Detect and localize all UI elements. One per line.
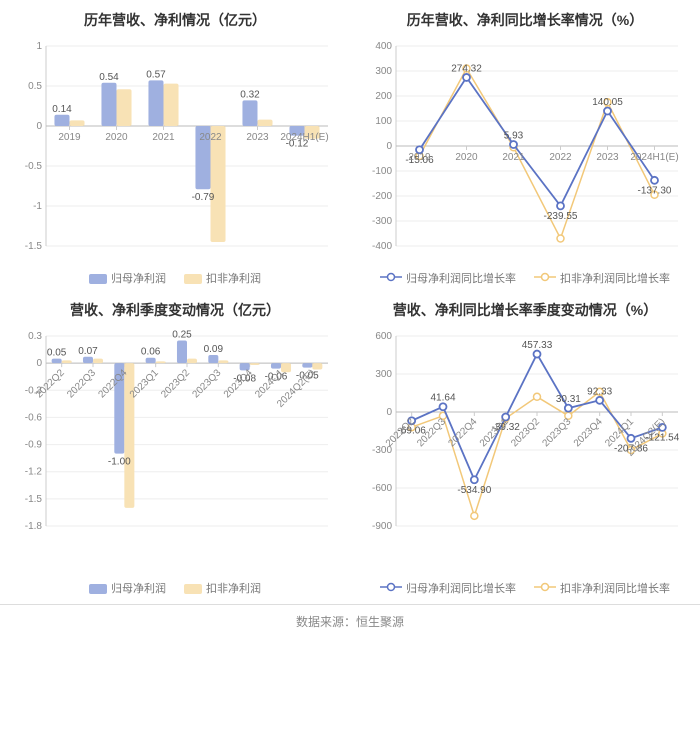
panel-c2: 历年营收、净利同比增长率情况（%） -400 -300 -200 -100 0 100 20… [350,0,700,290]
svg-text:-0.9: -0.9 [25,440,43,451]
svg-text:-1.2: -1.2 [25,467,43,478]
svg-text:-1.5: -1.5 [25,494,43,505]
svg-text:0: 0 [36,358,42,369]
svg-text:-100: -100 [372,166,392,177]
data-source-footer: 数据来源：恒生聚源 [0,604,700,642]
svg-text:0.32: 0.32 [240,89,260,100]
chart-title: 历年营收、净利同比增长率情况（%） [358,10,692,30]
svg-text:457.33: 457.33 [522,340,553,351]
panel-c4: 营收、净利同比增长率季度变动情况（%） -900-600-3000300600-… [350,290,700,600]
legend-item-s1: 归母净利润同比增长率 [380,270,516,286]
legend-bar: 归母净利润 扣非净利润 [8,270,342,286]
svg-text:-0.6: -0.6 [25,412,43,423]
svg-text:0.54: 0.54 [99,72,119,83]
svg-text:0: 0 [36,121,42,132]
svg-text:0.14: 0.14 [52,104,72,115]
svg-text:2020: 2020 [105,132,128,143]
svg-text:2024H1(E): 2024H1(E) [280,132,328,143]
svg-text:-239.55: -239.55 [544,211,578,222]
svg-text:-900: -900 [372,521,392,532]
svg-text:-0.79: -0.79 [192,192,215,203]
chart-title: 营收、净利同比增长率季度变动情况（%） [358,300,692,320]
legend-line: 归母净利润同比增长率 扣非净利润同比增长率 [358,270,692,286]
svg-text:2024H1(E): 2024H1(E) [630,152,678,163]
svg-text:2022: 2022 [199,132,222,143]
svg-text:30.31: 30.31 [556,394,581,405]
svg-text:0.3: 0.3 [28,331,42,342]
svg-text:41.64: 41.64 [430,393,455,404]
svg-text:300: 300 [375,369,392,380]
svg-text:2023Q4: 2023Q4 [572,416,605,449]
svg-text:2021: 2021 [152,132,175,143]
svg-text:2022Q4: 2022Q4 [447,416,480,449]
panel-c3: 营收、净利季度变动情况（亿元） -1.8-1.5-1.2-0.9-0.6-0.3… [0,290,350,600]
svg-text:0.07: 0.07 [78,346,98,357]
svg-text:-534.90: -534.90 [457,485,491,496]
svg-text:2023: 2023 [596,152,619,163]
svg-text:2023: 2023 [246,132,269,143]
legend-line: 归母净利润同比增长率 扣非净利润同比增长率 [358,580,692,596]
svg-text:0: 0 [386,407,392,418]
svg-text:2023Q3: 2023Q3 [541,416,574,449]
svg-text:-400: -400 [372,241,392,252]
svg-text:2019: 2019 [408,152,431,163]
svg-text:140.05: 140.05 [592,97,623,108]
svg-text:400: 400 [375,41,392,52]
legend-item-s1: 归母净利润同比增长率 [380,580,516,596]
svg-text:2020: 2020 [455,152,478,163]
svg-text:-0.5: -0.5 [25,161,43,172]
line-chart-annual: -400-300-200-1000100200300400-15.06274.3… [358,36,692,266]
bar-chart-annual: -1.5-1-0.500.510.140.540.57-0.790.32-0.1… [8,36,342,266]
svg-text:5.93: 5.93 [504,131,524,142]
svg-text:2019: 2019 [58,132,81,143]
chart-title: 营收、净利季度变动情况（亿元） [8,300,342,320]
svg-text:0.09: 0.09 [204,344,224,355]
svg-text:0.06: 0.06 [141,347,161,358]
svg-text:0.5: 0.5 [28,81,42,92]
svg-text:-200: -200 [372,191,392,202]
svg-text:-1.00: -1.00 [108,457,131,468]
svg-text:-1.8: -1.8 [25,521,43,532]
chart-title: 历年营收、净利情况（亿元） [8,10,342,30]
svg-text:0.57: 0.57 [146,69,166,80]
svg-text:-1.5: -1.5 [25,241,43,252]
svg-text:200: 200 [375,91,392,102]
svg-text:100: 100 [375,116,392,127]
svg-text:2022Q2: 2022Q2 [34,367,67,400]
legend-item-s1: 归母净利润 [89,580,166,596]
svg-text:-137.30: -137.30 [638,185,672,196]
svg-text:-1: -1 [33,201,42,212]
svg-text:-600: -600 [372,483,392,494]
svg-text:274.32: 274.32 [451,63,482,74]
svg-text:300: 300 [375,66,392,77]
svg-text:92.33: 92.33 [587,386,612,397]
svg-text:0.05: 0.05 [47,348,67,359]
svg-text:1: 1 [36,41,42,52]
svg-text:2023Q3: 2023Q3 [191,367,224,400]
svg-text:2022: 2022 [549,152,572,163]
svg-text:2022Q3: 2022Q3 [65,367,98,400]
svg-text:600: 600 [375,331,392,342]
chart-grid: 历年营收、净利情况（亿元） -1.5 -1 -0.5 0 0.5 1 0.14 0.54 0.5… [0,0,700,600]
legend-item-s2: 扣非净利润 [184,580,261,596]
panel-c1: 历年营收、净利情况（亿元） -1.5 -1 -0.5 0 0.5 1 0.14 0.54 0.5… [0,0,350,290]
line-chart-quarterly: -900-600-3000300600-69.0641.64-534.90-39… [358,326,692,576]
svg-text:-300: -300 [372,216,392,227]
legend-item-s2: 扣非净利润同比增长率 [534,580,670,596]
legend-bar: 归母净利润 扣非净利润 [8,580,342,596]
legend-item-s2: 扣非净利润 [184,270,261,286]
svg-text:0.25: 0.25 [172,330,192,341]
bar-chart-quarterly: -1.8-1.5-1.2-0.9-0.6-0.300.30.050.07-1.0… [8,326,342,576]
legend-item-s1: 归母净利润 [89,270,166,286]
svg-text:2023Q2: 2023Q2 [159,367,192,400]
legend-item-s2: 扣非净利润同比增长率 [534,270,670,286]
svg-text:2021: 2021 [502,152,525,163]
svg-text:0: 0 [386,141,392,152]
